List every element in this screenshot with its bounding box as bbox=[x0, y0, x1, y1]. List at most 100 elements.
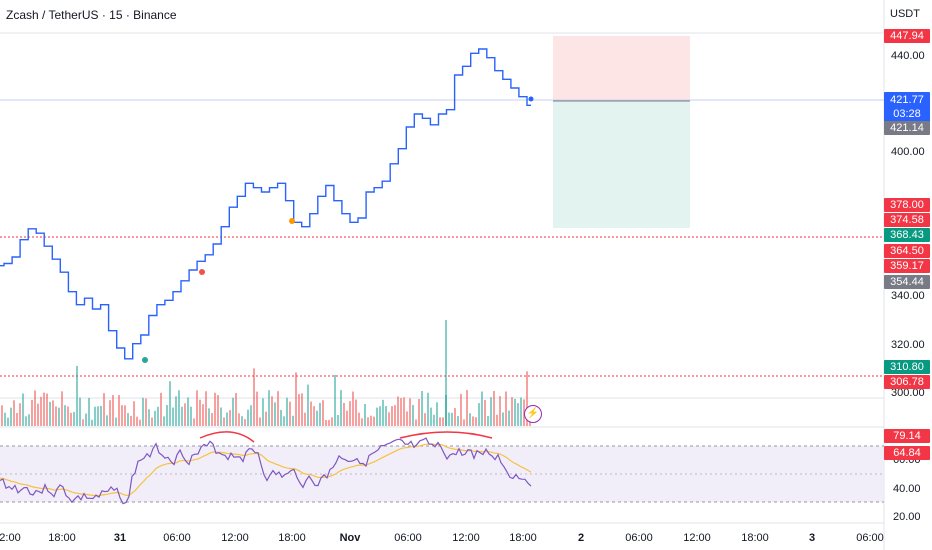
volume-bar bbox=[460, 393, 462, 426]
volume-bar bbox=[403, 397, 405, 426]
volume-bar bbox=[307, 384, 309, 426]
volume-bar bbox=[391, 406, 393, 426]
volume-bar bbox=[286, 397, 288, 426]
volume-bar bbox=[166, 405, 168, 426]
volume-bar bbox=[142, 397, 144, 426]
level-badge: 359.17 bbox=[884, 259, 930, 273]
time-axis-label: 18:00 bbox=[741, 532, 769, 544]
volume-bar bbox=[358, 412, 360, 426]
volume-bar bbox=[484, 400, 486, 426]
volume-bar bbox=[499, 396, 501, 426]
volume-bar bbox=[112, 395, 114, 426]
volume-bar bbox=[316, 410, 318, 426]
volume-bar bbox=[409, 398, 411, 426]
volume-bar bbox=[136, 416, 138, 426]
volume-bar bbox=[151, 417, 153, 426]
volume-bar bbox=[253, 368, 255, 426]
countdown-value: 03:28 bbox=[893, 108, 921, 120]
volume-bar bbox=[202, 404, 204, 426]
volume-bar bbox=[439, 417, 441, 426]
time-axis-label: 18:00 bbox=[509, 532, 537, 544]
volume-bar bbox=[478, 403, 480, 426]
rsi-line bbox=[0, 437, 532, 505]
volume-bar bbox=[175, 396, 177, 426]
volume-bar bbox=[130, 415, 132, 426]
volume-bar bbox=[325, 419, 327, 426]
volume-bar bbox=[172, 407, 174, 426]
entry-price-badge: 421.14 bbox=[884, 121, 930, 135]
volume-bar bbox=[97, 406, 99, 426]
volume-bar bbox=[88, 397, 90, 426]
volume-bar bbox=[229, 410, 231, 426]
volume-bar bbox=[340, 390, 342, 426]
volume-bar bbox=[52, 400, 54, 426]
volume-bar bbox=[313, 406, 315, 426]
volume-bar bbox=[244, 419, 246, 426]
time-axis-label: 18:00 bbox=[48, 532, 76, 544]
volume-bar bbox=[247, 409, 249, 426]
volume-bar bbox=[469, 413, 471, 426]
volume-bar bbox=[208, 408, 210, 426]
volume-bar bbox=[133, 401, 135, 426]
volume-bar bbox=[76, 365, 78, 426]
volume-bar bbox=[433, 414, 435, 426]
volume-bar bbox=[274, 402, 276, 426]
volume-bar bbox=[91, 419, 93, 426]
price-tick: 400.00 bbox=[891, 146, 925, 158]
volume-bar bbox=[463, 419, 465, 426]
volume-bar bbox=[388, 412, 390, 426]
volume-bar bbox=[121, 405, 123, 426]
volume-badge: 310.80 bbox=[884, 360, 930, 374]
volume-bar bbox=[448, 412, 450, 426]
volume-bar bbox=[190, 406, 192, 426]
volume-bar bbox=[301, 393, 303, 426]
volume-bar bbox=[265, 411, 267, 426]
volume-bar bbox=[328, 419, 330, 426]
volume-bar bbox=[289, 401, 291, 426]
volume-bar bbox=[16, 412, 18, 426]
volume-bar bbox=[508, 410, 510, 426]
volume-bar bbox=[10, 407, 12, 426]
volume-bar bbox=[37, 403, 39, 426]
volume-bar bbox=[148, 409, 150, 426]
volume-bar bbox=[424, 413, 426, 426]
volume-bar bbox=[454, 408, 456, 426]
volume-bar bbox=[106, 415, 108, 426]
rsi-tick: 40.00 bbox=[893, 483, 921, 495]
volume-bar bbox=[415, 419, 417, 426]
volume-bar bbox=[322, 400, 324, 426]
divergence-arc-2[interactable] bbox=[399, 431, 493, 439]
marker-red bbox=[199, 269, 205, 275]
divergence-arc-1[interactable] bbox=[199, 431, 255, 443]
volume-bar bbox=[331, 417, 333, 426]
lightning-icon[interactable]: ⚡ bbox=[524, 405, 542, 423]
take-profit-zone[interactable] bbox=[553, 36, 690, 101]
currency-label[interactable]: USDT bbox=[890, 8, 920, 20]
volume-bar bbox=[241, 416, 243, 426]
volume-bar bbox=[160, 392, 162, 426]
volume-bar bbox=[256, 391, 258, 426]
stop-loss-zone[interactable] bbox=[553, 101, 690, 228]
volume-bar bbox=[436, 402, 438, 426]
volume-bars bbox=[1, 320, 531, 426]
current-price-badge[interactable]: 421.77 03:28 bbox=[884, 92, 930, 123]
symbol-title[interactable]: Zcash / TetherUS · 15 · Binance bbox=[6, 8, 177, 22]
price-tick: 320.00 bbox=[891, 339, 925, 351]
volume-bar bbox=[61, 391, 63, 426]
volume-bar bbox=[19, 403, 21, 426]
volume-bar bbox=[502, 412, 504, 426]
volume-bar bbox=[43, 392, 45, 426]
volume-bar bbox=[376, 407, 378, 426]
current-price-value: 421.77 bbox=[890, 94, 924, 106]
volume-bar bbox=[472, 416, 474, 426]
volume-bar bbox=[490, 397, 492, 426]
volume-bar bbox=[178, 390, 180, 426]
volume-bar bbox=[250, 405, 252, 426]
volume-bar bbox=[124, 405, 126, 426]
rsi-ma-badge: 64.84 bbox=[884, 446, 930, 460]
volume-bar bbox=[127, 413, 129, 426]
volume-bar bbox=[298, 394, 300, 426]
price-line[interactable] bbox=[0, 48, 531, 360]
volume-bar bbox=[526, 371, 528, 426]
